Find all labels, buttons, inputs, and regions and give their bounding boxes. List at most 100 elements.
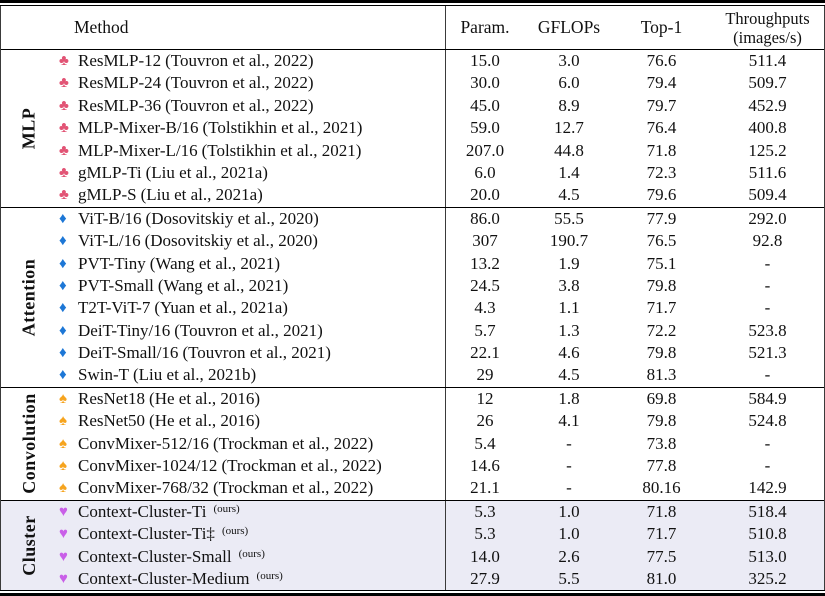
spade-icon: ♠	[59, 458, 67, 475]
method-name: PVT-Small	[78, 275, 154, 295]
top1-value: 79.8	[646, 275, 677, 295]
method-cell: ♦ DeiT-Tiny/16 (Touvron et al., 2021)	[1, 319, 446, 343]
method-cell: ♠ ResNet50 (He et al., 2016)	[1, 410, 446, 433]
gflops-value: 4.1	[558, 411, 580, 431]
gflops-value: 8.9	[558, 95, 580, 115]
param-value: 5.3	[474, 524, 496, 544]
table-header-row: Method Param. GFLOPs Top-1 Throughputs (…	[1, 6, 824, 50]
table-row: ♦ PVT-Tiny (Wang et al., 2021) 13.2 1.9 75.1 -	[1, 252, 824, 275]
method-cell: ♦ ViT-B/16 (Dosovitskiy et al., 2020)	[1, 207, 446, 231]
gflops-value: 1.0	[558, 501, 580, 521]
gflops-value: 1.4	[558, 162, 580, 182]
method-citation: (Liu et al., 2021b)	[133, 365, 257, 385]
table-row: ♥ Context-Cluster-Ti (ours) 5.3 1.0 71.8 518.4	[1, 500, 824, 524]
table-row: ♣ ResMLP-12 (Touvron et al., 2022) 15.0 3.0 7…	[1, 50, 824, 73]
method-citation: (Liu et al., 2021a)	[140, 185, 263, 205]
param-value: 26	[476, 411, 494, 431]
top-rule-thick	[0, 0, 825, 3]
ours-tag: (ours)	[238, 547, 265, 560]
method-cell: ♦ T2T-ViT-7 (Yuan et al., 2021a)	[1, 297, 446, 320]
method-name: ConvMixer-512/16	[78, 433, 209, 453]
method-name: ResMLP-12	[78, 51, 162, 70]
column-header-gflops: GFLOPs	[537, 17, 601, 37]
top1-value: 77.9	[646, 208, 677, 228]
method-cell: ♠ ConvMixer-512/16 (Trockman et al., 2022)	[1, 432, 446, 456]
param-value: 45.0	[470, 95, 500, 115]
table-row: ♣ MLP-Mixer-L/16 (Tolstikhin et al., 2021)…	[1, 139, 824, 162]
table-row: ♦ DeiT-Tiny/16 (Touvron et al., 2021) 5.7 1.…	[1, 319, 824, 343]
method-cell: ♥ Context-Cluster-Medium (ours)	[1, 567, 446, 591]
throughput-value: 452.9	[748, 95, 787, 115]
param-value: 21.1	[470, 478, 500, 498]
column-header-throughput: Throughputs (images/s)	[709, 6, 825, 49]
bottom-rule-thick	[0, 593, 825, 596]
top1-value: 81.3	[646, 365, 677, 385]
method-cell: ♦ Swin-T (Liu et al., 2021b)	[1, 364, 446, 387]
table-row: ♥ Context-Cluster-Medium (ours) 27.9 5.5 81.0…	[1, 567, 824, 591]
method-name: Context-Cluster-Medium	[78, 568, 250, 588]
method-citation: (Touvron et al., 2022)	[165, 95, 314, 115]
top1-value: 71.8	[646, 501, 677, 521]
club-icon: ♣	[59, 53, 69, 69]
diamond-icon: ♦	[59, 322, 67, 339]
throughput-value: 518.4	[748, 501, 787, 521]
table-row: ♣ MLP-Mixer-B/16 (Tolstikhin et al., 2021)…	[1, 117, 824, 140]
gflops-value: 3.8	[558, 275, 580, 295]
gflops-value: 1.3	[558, 320, 580, 340]
spade-icon: ♠	[59, 435, 67, 452]
club-icon: ♣	[59, 120, 69, 137]
method-citation: (Wang et al., 2021)	[149, 253, 281, 273]
param-value: 14.6	[470, 456, 500, 476]
top1-value: 73.8	[646, 433, 677, 453]
gflops-value: 1.0	[558, 524, 580, 544]
gflops-value: 1.9	[558, 253, 580, 273]
top-rule-thin	[0, 5, 825, 6]
throughput-value: 509.4	[748, 185, 787, 205]
column-header-param: Param.	[460, 17, 510, 37]
top1-value: 77.5	[646, 546, 677, 566]
group-mlp: MLP ♣ ResMLP-12 (Touvron et al., 2022) 15.0 3…	[1, 50, 824, 207]
diamond-icon: ♦	[59, 255, 67, 272]
table-row: ♥ Context-Cluster-Small (ours) 14.0 2.6 77.5 5…	[1, 545, 824, 568]
table-row: ♣ ResMLP-36 (Touvron et al., 2022) 45.0 8.9 7…	[1, 94, 824, 118]
table-row: ♠ ResNet50 (He et al., 2016) 26 4.1 79.8 524.8	[1, 410, 824, 433]
param-value: 207.0	[465, 140, 505, 160]
club-icon: ♣	[59, 187, 69, 204]
column-header-top1: Top-1	[640, 17, 683, 37]
table-row: ♠ ConvMixer-512/16 (Trockman et al., 2022)…	[1, 432, 824, 456]
method-name: T2T-ViT-7	[78, 298, 151, 318]
gflops-value: 6.0	[558, 73, 580, 93]
throughput-value: 125.2	[748, 140, 787, 160]
method-cell: ♦ PVT-Tiny (Wang et al., 2021)	[1, 252, 446, 275]
table-row: ♦ T2T-ViT-7 (Yuan et al., 2021a) 4.3 1.1 71.7…	[1, 297, 824, 320]
throughput-value: 524.8	[748, 411, 787, 431]
method-name: PVT-Tiny	[78, 253, 146, 273]
gflops-value: -	[566, 478, 572, 498]
method-name: MLP-Mixer-L/16	[78, 140, 198, 160]
spade-icon: ♠	[59, 413, 67, 430]
method-name: ResNet50	[78, 411, 146, 431]
method-citation: (Tolstikhin et al., 2021)	[202, 118, 363, 138]
top1-value: 81.0	[646, 568, 677, 588]
heart-icon: ♥	[59, 526, 68, 543]
method-cell: ♠ ResNet18 (He et al., 2016)	[1, 387, 446, 411]
top1-value: 79.7	[646, 95, 677, 115]
throughput-value: 509.7	[748, 73, 787, 93]
method-name: gMLP-Ti	[78, 162, 142, 182]
top1-value: 75.1	[646, 253, 677, 273]
param-value: 5.4	[474, 433, 496, 453]
throughput-value: 292.0	[748, 208, 787, 228]
top1-value: 79.4	[646, 73, 677, 93]
param-value: 14.0	[470, 546, 500, 566]
method-cell: ♣ ResMLP-12 (Touvron et al., 2022)	[1, 50, 446, 73]
method-cell: ♣ MLP-Mixer-L/16 (Tolstikhin et al., 2021)	[1, 139, 446, 162]
top1-value: 71.8	[646, 140, 677, 160]
method-name: ConvMixer-1024/12	[78, 456, 218, 476]
table-row: ♠ ResNet18 (He et al., 2016) 12 1.8 69.8 584.9	[1, 387, 824, 411]
param-value: 59.0	[470, 118, 500, 138]
throughput-value: -	[764, 433, 771, 453]
top1-value: 79.6	[646, 185, 677, 205]
throughput-value: -	[764, 253, 771, 273]
table-row: ♦ ViT-B/16 (Dosovitskiy et al., 2020) 86.0 5…	[1, 207, 824, 231]
table-row: ♠ ConvMixer-768/32 (Trockman et al., 2022)…	[1, 477, 824, 500]
